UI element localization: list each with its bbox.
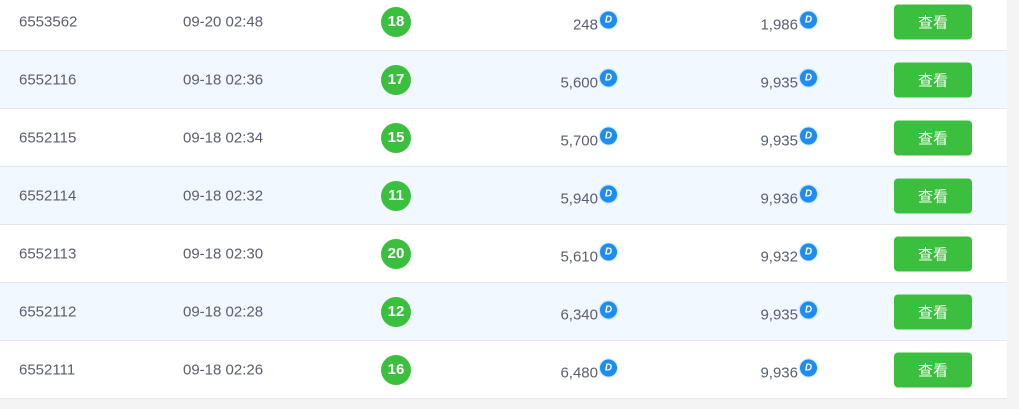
record-time: 09-20 02:48	[183, 13, 264, 30]
record-id: 6552113	[19, 245, 77, 262]
amount-cell: 5,700 D	[560, 127, 617, 149]
coin-icon: D	[600, 127, 617, 144]
balance-cell: 9,935 D	[760, 301, 817, 323]
coin-icon: D	[600, 185, 617, 202]
record-id: 6553562	[19, 13, 78, 30]
records-table: 6553562 09-20 02:48 18 248 D 1,986 D 查看 65…	[0, 0, 1007, 399]
record-time: 09-18 02:28	[183, 303, 264, 320]
record-id: 6552112	[19, 303, 77, 320]
record-time: 09-18 02:30	[183, 245, 264, 262]
view-button[interactable]: 查看	[894, 352, 972, 387]
table-row: 6552111 09-18 02:26 16 6,480 D 9,936 D 查看	[0, 341, 1007, 399]
amount-cell: 5,940 D	[560, 185, 617, 207]
number-badge: 11	[381, 180, 411, 211]
balance-cell: 9,935 D	[760, 69, 817, 91]
number-badge: 20	[381, 238, 411, 269]
amount-value: 5,940	[560, 190, 598, 207]
table-row: 6552115 09-18 02:34 15 5,700 D 9,935 D 查看	[0, 109, 1007, 167]
balance-cell: 9,935 D	[760, 127, 817, 149]
amount-cell: 6,340 D	[560, 301, 617, 323]
record-id: 6552114	[19, 187, 77, 204]
number-badge: 17	[381, 64, 411, 95]
amount-cell: 6,480 D	[560, 359, 617, 381]
number-badge: 12	[381, 296, 411, 327]
record-time: 09-18 02:36	[183, 71, 264, 88]
balance-cell: 9,936 D	[760, 185, 817, 207]
record-id: 6552116	[19, 71, 77, 88]
number-badge: 15	[381, 122, 411, 153]
view-button[interactable]: 查看	[894, 4, 972, 39]
amount-value: 5,600	[560, 74, 598, 91]
coin-icon: D	[600, 69, 617, 86]
coin-icon: D	[800, 301, 817, 318]
table-row: 6553562 09-20 02:48 18 248 D 1,986 D 查看	[0, 0, 1007, 51]
amount-value: 5,610	[560, 248, 598, 265]
record-id: 6552111	[19, 361, 76, 378]
balance-cell: 9,932 D	[760, 243, 817, 265]
table-row: 6552112 09-18 02:28 12 6,340 D 9,935 D 查看	[0, 283, 1007, 341]
coin-icon: D	[800, 243, 817, 260]
table-row: 6552116 09-18 02:36 17 5,600 D 9,935 D 查看	[0, 51, 1007, 109]
record-time: 09-18 02:34	[183, 129, 264, 146]
coin-icon: D	[800, 359, 817, 376]
record-time: 09-18 02:26	[183, 361, 264, 378]
coin-icon: D	[800, 69, 817, 86]
amount-cell: 5,600 D	[560, 69, 617, 91]
number-badge: 18	[381, 6, 411, 37]
amount-value: 6,480	[560, 364, 598, 381]
table-row: 6552114 09-18 02:32 11 5,940 D 9,936 D 查看	[0, 167, 1007, 225]
amount-value: 6,340	[560, 306, 598, 323]
coin-icon: D	[800, 127, 817, 144]
record-time: 09-18 02:32	[183, 187, 264, 204]
view-button[interactable]: 查看	[894, 178, 972, 213]
balance-value: 9,935	[760, 74, 798, 91]
coin-icon: D	[600, 11, 617, 28]
amount-value: 5,700	[560, 132, 598, 149]
balance-value: 9,936	[760, 364, 798, 381]
balance-cell: 9,936 D	[760, 359, 817, 381]
balance-value: 1,986	[760, 16, 798, 33]
coin-icon: D	[800, 185, 817, 202]
view-button[interactable]: 查看	[894, 236, 972, 271]
view-button[interactable]: 查看	[894, 120, 972, 155]
coin-icon: D	[600, 359, 617, 376]
view-button[interactable]: 查看	[894, 62, 972, 97]
amount-value: 248	[572, 16, 598, 33]
amount-cell: 5,610 D	[560, 243, 617, 265]
balance-cell: 1,986 D	[760, 11, 817, 33]
record-id: 6552115	[19, 129, 77, 146]
balance-value: 9,935	[760, 132, 798, 149]
coin-icon: D	[800, 11, 817, 28]
coin-icon: D	[600, 301, 617, 318]
table-row: 6552113 09-18 02:30 20 5,610 D 9,932 D 查看	[0, 225, 1007, 283]
balance-value: 9,936	[760, 190, 798, 207]
balance-value: 9,932	[760, 248, 798, 265]
amount-cell: 248 D	[572, 11, 617, 33]
number-badge: 16	[381, 354, 411, 385]
view-button[interactable]: 查看	[894, 294, 972, 329]
coin-icon: D	[600, 243, 617, 260]
balance-value: 9,935	[760, 306, 798, 323]
